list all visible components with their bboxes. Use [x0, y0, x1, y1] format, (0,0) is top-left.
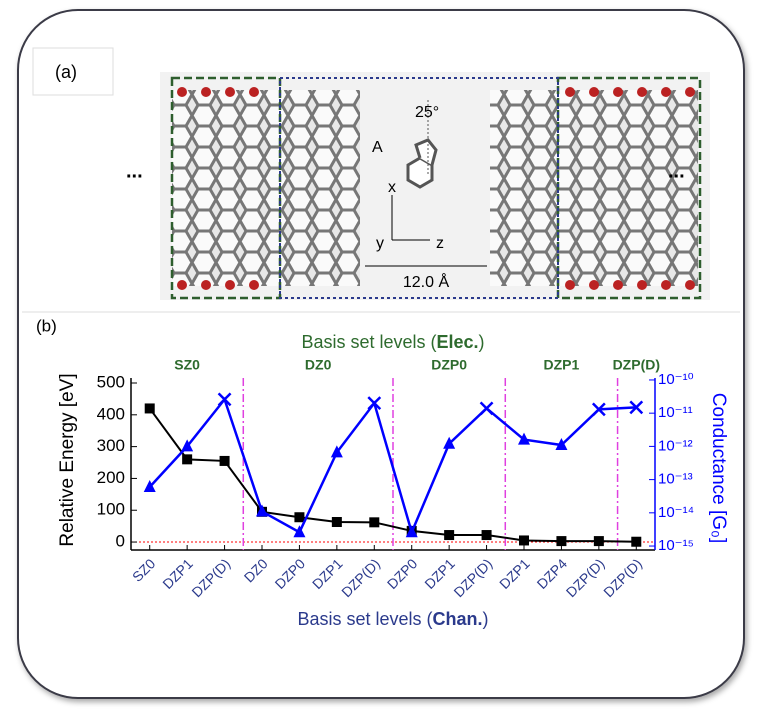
- marker: [556, 536, 566, 546]
- y2-tick-label: 10⁻¹³: [658, 471, 693, 488]
- group-label: DZP1: [544, 357, 580, 373]
- y-tick-label: 0: [116, 532, 125, 551]
- title-part: ): [483, 609, 489, 629]
- y2-axis-title: Conductance [G₀]: [708, 393, 729, 543]
- angle: 25°: [415, 104, 439, 121]
- ellipsis: ...: [668, 160, 685, 182]
- marker: [482, 530, 492, 540]
- group-label: SZ0: [174, 357, 200, 373]
- title-part: Elec.: [437, 332, 479, 352]
- marker: [594, 536, 604, 546]
- y2-tick-label: 10⁻¹⁵: [658, 537, 694, 554]
- structure-image: 25° A x y z 12.0 Å: [160, 72, 710, 300]
- title-part: ): [479, 332, 485, 352]
- group-label: DZ0: [305, 357, 332, 373]
- marker: [294, 512, 304, 522]
- channel-lead: [490, 90, 558, 286]
- panel-label: (a): [55, 62, 77, 82]
- page: (a) 25° A x y z 12.0 Å ... ... (b) 0 100 2…: [0, 0, 761, 721]
- marker: [220, 456, 230, 466]
- y2-tick-label: 10⁻¹²: [658, 437, 693, 454]
- y2-tick-label: 10⁻¹⁰: [658, 371, 694, 388]
- title-part: Basis set levels (: [297, 609, 432, 629]
- electrode: [172, 90, 280, 286]
- marker: [369, 517, 379, 527]
- gap-label: 12.0 Å: [403, 272, 450, 291]
- title-part: Chan.: [433, 609, 483, 629]
- channel-lead: [280, 90, 360, 286]
- y2-tick-label: 10⁻¹¹: [658, 404, 693, 421]
- marker: [519, 535, 529, 545]
- electrode: [558, 90, 698, 286]
- marker: [631, 537, 641, 547]
- axis-title: Basis set levels (Elec.): [301, 332, 484, 352]
- molecule-label: A: [372, 139, 383, 156]
- group-label: DZP0: [431, 357, 467, 373]
- axis-label: x: [388, 179, 396, 196]
- y2-tick-label: 10⁻¹⁴: [658, 504, 694, 521]
- figure: (a) 25° A x y z 12.0 Å ... ... (b) 0 100 2…: [0, 0, 761, 721]
- axis-title: Basis set levels (Chan.): [297, 609, 488, 629]
- title-part: Basis set levels (: [301, 332, 436, 352]
- marker: [145, 403, 155, 413]
- y-tick-label: 100: [97, 500, 125, 519]
- axis-label: z: [436, 235, 444, 252]
- ellipsis: ...: [126, 160, 143, 182]
- y-tick-label: 400: [97, 404, 125, 423]
- marker: [182, 454, 192, 464]
- y-tick-label: 500: [97, 372, 125, 391]
- y-tick-label: 300: [97, 436, 125, 455]
- y-tick-label: 200: [97, 468, 125, 487]
- panel-label: (b): [36, 316, 57, 335]
- y-axis-title: Relative Energy [eV]: [57, 373, 78, 546]
- marker: [332, 517, 342, 527]
- group-label: DZP(D): [613, 357, 660, 373]
- marker: [444, 530, 454, 540]
- axis-label: y: [376, 235, 384, 252]
